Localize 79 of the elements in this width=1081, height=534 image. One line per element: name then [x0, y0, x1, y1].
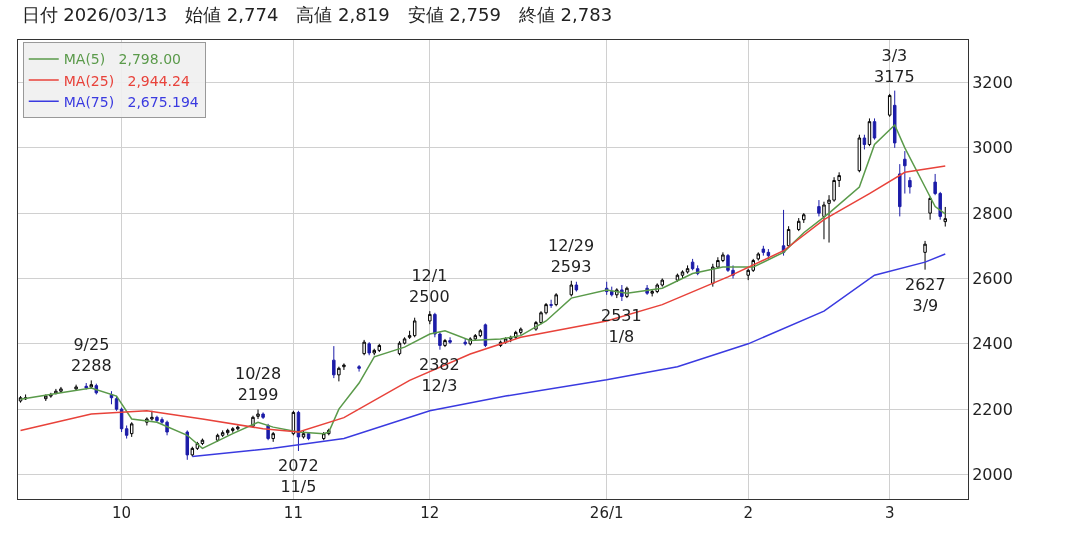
- annotation: 2072 11/5: [278, 456, 319, 496]
- y-tick-label: 2600: [972, 269, 1013, 289]
- candlestick: [796, 217, 801, 232]
- candlestick: [337, 366, 341, 382]
- candlestick: [554, 292, 558, 307]
- candlestick: [261, 411, 265, 420]
- candlestick: [786, 225, 791, 248]
- candlestick: [301, 429, 306, 440]
- candlestick: [822, 201, 826, 240]
- annotation: 9/25 2288: [71, 335, 112, 375]
- candlestick: [74, 384, 78, 391]
- candlestick: [321, 431, 326, 441]
- candlestick: [574, 281, 579, 293]
- candlestick: [84, 382, 88, 391]
- candlestick: [943, 206, 947, 228]
- annotation: 3/3 3175: [874, 46, 915, 86]
- chart-title: 日付 2026/03/13 始値 2,774 高値 2,819 安値 2,759 終値 2,783: [21, 3, 613, 25]
- candlestick: [342, 362, 346, 371]
- candlestick: [448, 336, 452, 345]
- candlestick: [761, 245, 766, 257]
- x-tick-label: 2: [743, 504, 753, 522]
- legend-label: MA(75): [63, 93, 115, 110]
- candlestick: [332, 345, 336, 379]
- x-tick-label: 10: [112, 504, 132, 522]
- annotation: 12/29 2593: [548, 236, 595, 276]
- candlestick: [256, 408, 260, 420]
- candlestick: [549, 299, 553, 309]
- y-tick-label: 2000: [972, 465, 1013, 485]
- candlestick: [129, 421, 134, 438]
- y-tick-label: 3200: [972, 73, 1013, 93]
- legend-label: MA(25): [63, 72, 115, 89]
- candlestick: [190, 446, 195, 458]
- line-series: [19, 124, 947, 450]
- candlestick: [680, 269, 685, 279]
- candlestick: [357, 364, 361, 373]
- candlestick: [887, 93, 892, 118]
- candlestick: [817, 199, 821, 217]
- x-tick-label: 26/1: [589, 504, 624, 522]
- annotation: 10/28 2199: [235, 364, 282, 404]
- candlestick: [923, 240, 927, 271]
- line-series: [19, 165, 947, 433]
- candlestick: [443, 338, 447, 348]
- candlestick: [124, 424, 129, 440]
- candlestick: [862, 134, 867, 150]
- candlestick: [685, 264, 690, 275]
- y-tick-label: 3000: [972, 138, 1013, 158]
- annotation: 2,675.194: [127, 93, 199, 110]
- annotation: 2,798.00: [118, 51, 181, 68]
- candlestick: [402, 336, 407, 345]
- candlestick: [569, 280, 574, 297]
- y-tick-label: 2200: [972, 399, 1013, 419]
- y-tick-label: 2400: [972, 334, 1013, 354]
- candlestick: [928, 196, 932, 221]
- candlestick: [903, 150, 907, 195]
- candlestick: [271, 431, 275, 443]
- candlestick: [185, 429, 190, 461]
- candlestick: [362, 339, 366, 356]
- candlestick: [898, 163, 902, 217]
- candlestick: [802, 212, 806, 224]
- candlestick: [908, 176, 912, 195]
- candlestick: [857, 134, 862, 173]
- x-tick-label: 3: [884, 504, 895, 522]
- legend-label: MA(5): [63, 51, 106, 68]
- y-tick-label: 2800: [972, 203, 1013, 223]
- x-tick-label: 12: [420, 504, 440, 522]
- annotation: 12/1 2500: [409, 266, 450, 306]
- line-series: [191, 253, 947, 458]
- candlestick: [620, 284, 624, 302]
- candlestick: [756, 251, 761, 262]
- candlestick: [892, 90, 897, 149]
- candlestick: [412, 317, 417, 338]
- annotation: 2627 3/9: [905, 275, 946, 315]
- annotation: 2,944.24: [127, 72, 190, 89]
- candlestick: [872, 117, 877, 141]
- candlestick: [428, 310, 432, 325]
- candlestick: [89, 379, 94, 390]
- candlestick: [463, 338, 467, 346]
- candlestick: [367, 341, 371, 356]
- x-tick-label: 11: [283, 504, 303, 522]
